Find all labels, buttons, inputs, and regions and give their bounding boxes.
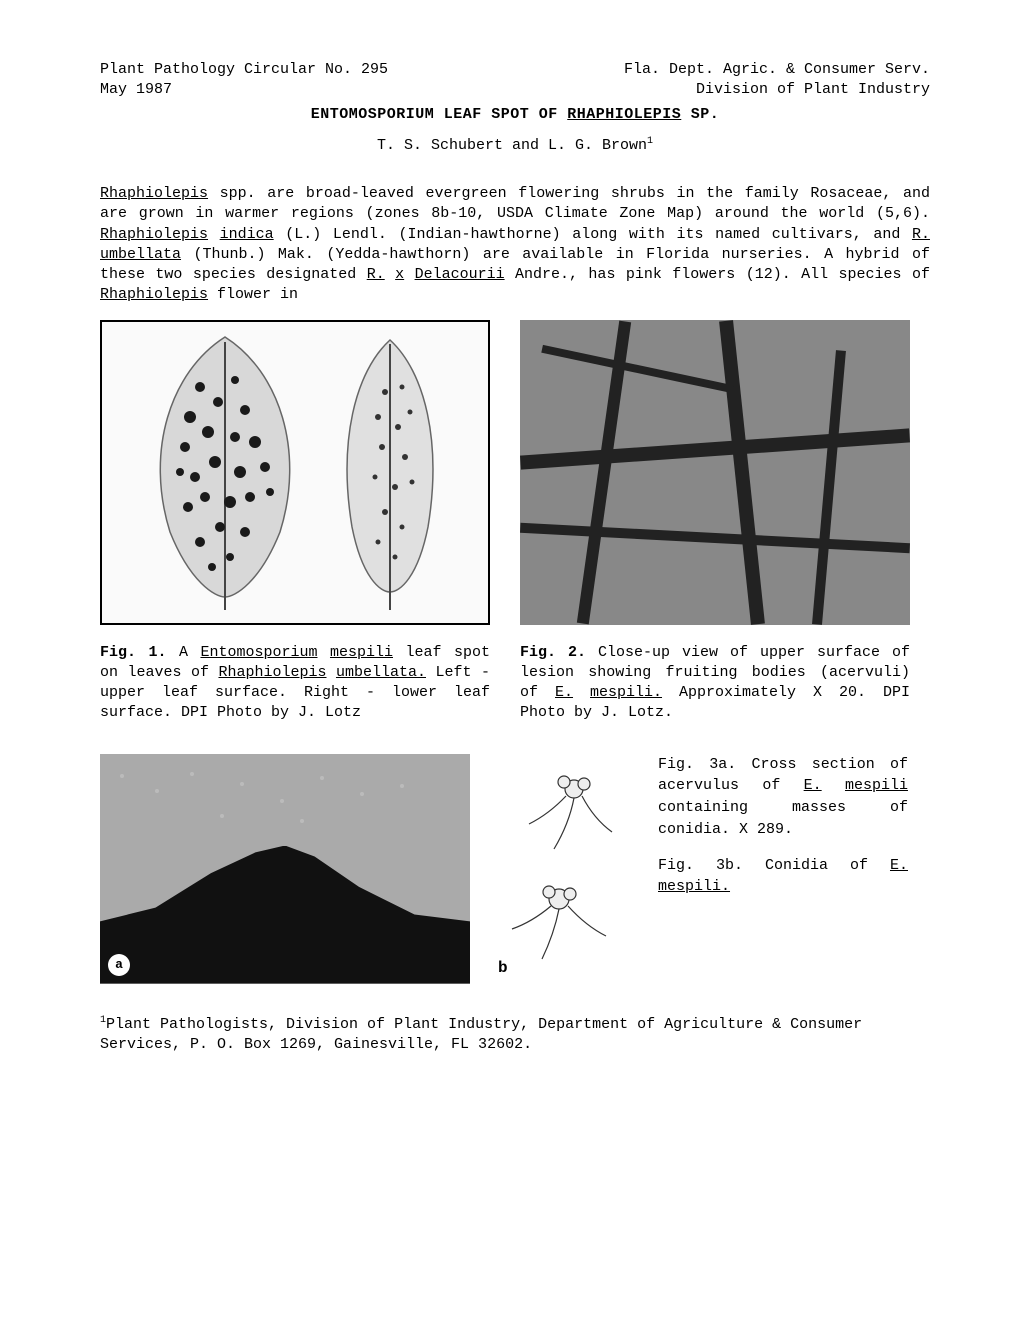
date: May 1987 <box>100 80 388 100</box>
authors: T. S. Schubert and L. G. Brown1 <box>100 135 930 156</box>
figures-row-1 <box>100 320 930 625</box>
leaf-left <box>140 332 310 612</box>
header-left: Plant Pathology Circular No. 295 May 198… <box>100 60 388 101</box>
figure-3b-image: b <box>494 754 634 984</box>
figure-3a-image: a <box>100 754 470 984</box>
figure-3b-caption: Fig. 3b. Conidia of E. mespili. <box>658 855 908 899</box>
figure-3a-caption: Fig. 3a. Cross section of acervulus of E… <box>658 754 908 841</box>
page-title: ENTOMOSPORIUM LEAF SPOT OF RHAPHIOLEPIS … <box>100 105 930 125</box>
captions-row-1: Fig. 1. A Entomosporium mespili leaf spo… <box>100 643 930 724</box>
leaf-right <box>330 332 450 612</box>
figure-3-captions: Fig. 3a. Cross section of acervulus of E… <box>658 754 908 913</box>
page-header: Plant Pathology Circular No. 295 May 198… <box>100 60 930 101</box>
figure-2-caption: Fig. 2. Close-up view of upper surface o… <box>520 643 910 724</box>
body-paragraph-1: Rhaphiolepis spp. are broad-leaved everg… <box>100 184 930 306</box>
figure-3b-label: b <box>498 958 508 980</box>
figure-1-caption: Fig. 1. A Entomosporium mespili leaf spo… <box>100 643 490 724</box>
division-name: Division of Plant Industry <box>624 80 930 100</box>
circular-number: Plant Pathology Circular No. 295 <box>100 60 388 80</box>
header-right: Fla. Dept. Agric. & Consumer Serv. Divis… <box>624 60 930 101</box>
figure-2-image <box>520 320 910 625</box>
figure-3a-label: a <box>108 954 130 976</box>
figures-row-2: a b Fig. 3a. Cross section <box>100 754 930 984</box>
footnote: 1Plant Pathologists, Division of Plant I… <box>100 1014 930 1056</box>
dept-name: Fla. Dept. Agric. & Consumer Serv. <box>624 60 930 80</box>
figure-1-image <box>100 320 490 625</box>
